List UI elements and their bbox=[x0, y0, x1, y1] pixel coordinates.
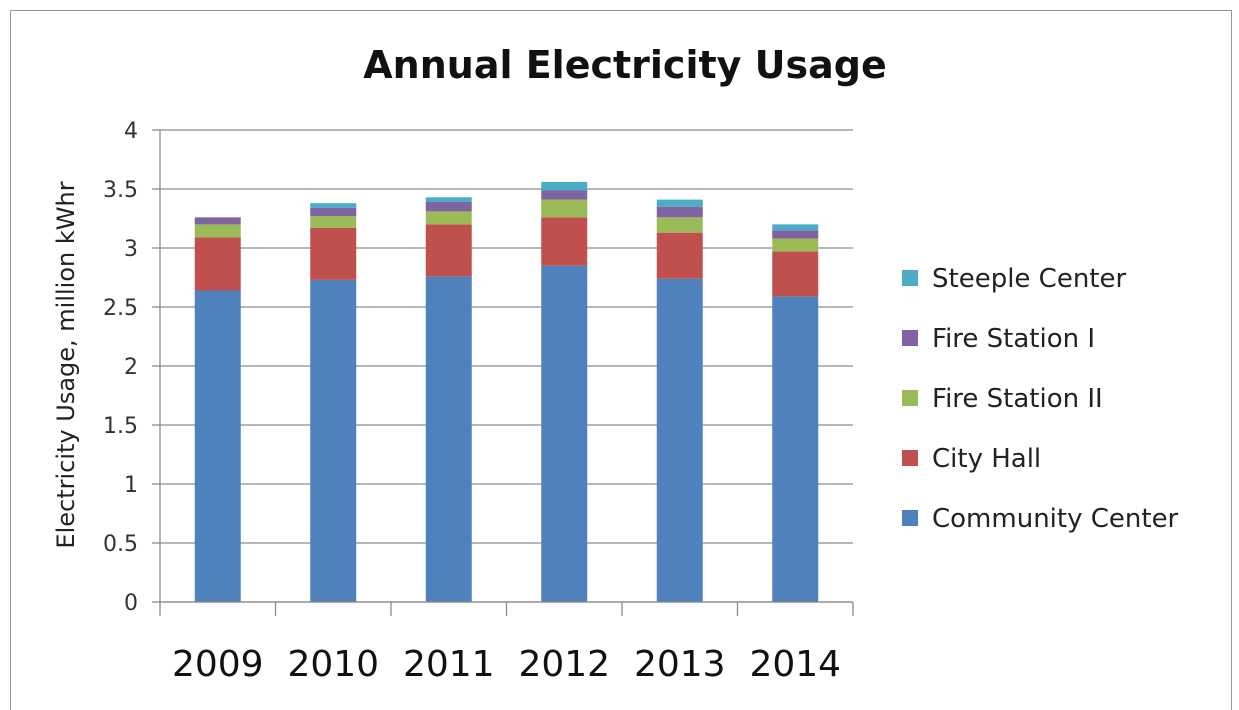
y-tick-label: 1 bbox=[124, 473, 138, 498]
bar-segment-city-hall bbox=[194, 237, 241, 291]
bar-segment-city-hall bbox=[656, 232, 703, 279]
bar-segment-fire-station-ii bbox=[656, 217, 703, 233]
bar-segment-community-center bbox=[656, 278, 703, 602]
gridlines bbox=[152, 129, 853, 603]
y-tick-labels: 0 0.5 1 1.5 2 2.5 3 3.5 4 bbox=[103, 119, 138, 616]
x-tick-label: 2012 bbox=[518, 644, 610, 685]
bar-segment-fire-station-i bbox=[310, 207, 357, 217]
legend-label: Community Center bbox=[932, 504, 1179, 534]
bar-segment-city-hall bbox=[772, 251, 819, 297]
x-tick-labels: 2009 2010 2011 2012 2013 2014 bbox=[172, 644, 841, 685]
y-tick-label: 1.5 bbox=[103, 414, 138, 439]
y-tick-label: 2.5 bbox=[103, 296, 138, 321]
y-tick-label: 4 bbox=[124, 119, 138, 144]
x-tick-label: 2009 bbox=[172, 644, 264, 685]
bar-segment-community-center bbox=[772, 296, 819, 602]
x-tick-label: 2014 bbox=[749, 644, 841, 685]
bar-segment-fire-station-ii bbox=[310, 216, 357, 228]
x-tick-label: 2010 bbox=[287, 644, 379, 685]
legend-label: Fire Station I bbox=[932, 324, 1095, 354]
bar-segment-fire-station-ii bbox=[194, 224, 241, 238]
bar-segment-fire-station-i bbox=[772, 230, 819, 239]
bars bbox=[194, 181, 819, 602]
bar-segment-steeple-center bbox=[541, 181, 588, 191]
legend-swatch bbox=[902, 330, 918, 346]
bar-segment-fire-station-i bbox=[541, 190, 588, 200]
legend-swatch bbox=[902, 510, 918, 526]
y-axis-label: Electricity Usage, million kWhr bbox=[52, 181, 80, 548]
bar-segment-community-center bbox=[310, 279, 357, 602]
bar-segment-steeple-center bbox=[772, 224, 819, 231]
y-tick-label: 0 bbox=[124, 591, 138, 616]
legend: Steeple Center Fire Station I Fire Station… bbox=[902, 264, 1179, 534]
y-tick-label: 0.5 bbox=[103, 532, 138, 557]
y-tick-label: 3 bbox=[124, 237, 138, 262]
legend-label: City Hall bbox=[932, 444, 1041, 474]
bar-segment-community-center bbox=[194, 290, 241, 602]
bar-segment-city-hall bbox=[541, 217, 588, 266]
legend-swatch bbox=[902, 450, 918, 466]
bar-segment-fire-station-i bbox=[656, 206, 703, 218]
x-tick-label: 2011 bbox=[403, 644, 495, 685]
y-tick-label: 3.5 bbox=[103, 178, 138, 203]
x-tick-label: 2013 bbox=[634, 644, 726, 685]
bar-segment-fire-station-ii bbox=[425, 211, 472, 225]
bar-segment-city-hall bbox=[425, 224, 472, 277]
bar-segment-steeple-center bbox=[656, 199, 703, 207]
bar-segment-community-center bbox=[541, 265, 588, 602]
bar-segment-fire-station-ii bbox=[772, 238, 819, 252]
bar-segment-fire-station-i bbox=[425, 201, 472, 212]
bar-segment-community-center bbox=[425, 276, 472, 602]
bar-segment-steeple-center bbox=[425, 197, 472, 202]
legend-label: Fire Station II bbox=[932, 384, 1103, 414]
axes bbox=[159, 130, 854, 616]
bar-segment-fire-station-ii bbox=[541, 199, 588, 218]
bar-segment-city-hall bbox=[310, 227, 357, 280]
legend-swatch bbox=[902, 390, 918, 406]
legend-label: Steeple Center bbox=[932, 264, 1126, 294]
y-tick-label: 2 bbox=[124, 355, 138, 380]
chart-title: Annual Electricity Usage bbox=[363, 43, 886, 87]
bar-segment-fire-station-i bbox=[194, 217, 241, 225]
bar-segment-steeple-center bbox=[310, 203, 357, 208]
legend-swatch bbox=[902, 270, 918, 286]
